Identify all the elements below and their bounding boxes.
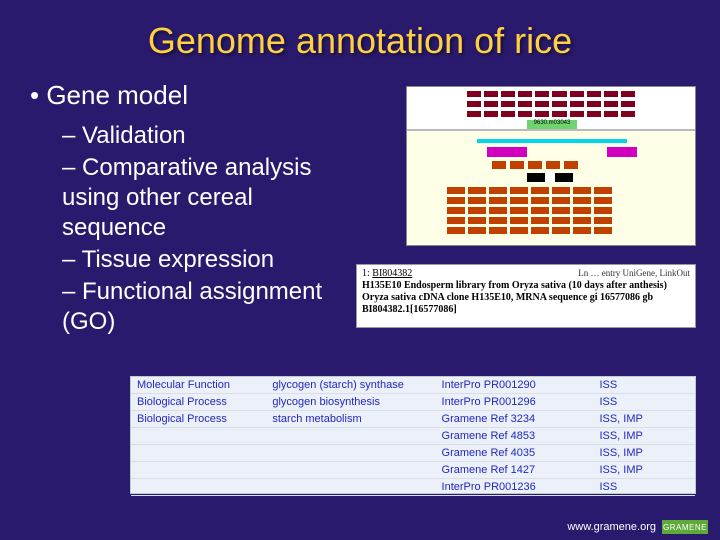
- unigene-record: 1: BI804382 Ln … entry UniGene, LinkOut …: [356, 264, 696, 328]
- genome-browser-figure: 9630.m03043: [406, 86, 696, 246]
- go-cell-category: [131, 428, 266, 445]
- track-est-grid: [447, 187, 655, 241]
- go-cell-ev: ISS, IMP: [593, 411, 695, 428]
- unigene-id-link[interactable]: BI804382: [372, 268, 412, 279]
- go-cell-category: Biological Process: [131, 394, 266, 411]
- go-cell-category: [131, 462, 266, 479]
- go-table-row: Biological Processglycogen biosynthesisI…: [131, 394, 695, 411]
- go-annotation-table: Molecular Functionglycogen (starch) synt…: [130, 376, 696, 494]
- go-cell-ref: Gramene Ref 4853: [436, 428, 594, 445]
- go-cell-term: [266, 479, 435, 496]
- footer-url: www.gramene.org: [567, 521, 656, 533]
- unigene-index: 1:: [362, 268, 370, 279]
- go-cell-term: [266, 462, 435, 479]
- go-cell-category: [131, 445, 266, 462]
- gramene-logo: GRAMENE: [662, 520, 708, 534]
- go-cell-category: [131, 479, 266, 496]
- go-cell-term: starch metabolism: [266, 411, 435, 428]
- unigene-description: H135E10 Endosperm library from Oryza sat…: [362, 280, 690, 316]
- gene-id-tag: 9630.m03043: [527, 120, 577, 129]
- go-table-row: InterPro PR001236ISS: [131, 479, 695, 496]
- track-magenta: [487, 147, 527, 157]
- go-cell-ev: ISS: [593, 394, 695, 411]
- track-exons: [492, 161, 578, 167]
- go-cell-ref: InterPro PR001290: [436, 377, 594, 394]
- go-table-row: Gramene Ref 4853ISS, IMP: [131, 428, 695, 445]
- sub-bullet: – Functional assignment (GO): [62, 277, 350, 337]
- go-table-row: Gramene Ref 4035ISS, IMP: [131, 445, 695, 462]
- go-table-row: Molecular Functionglycogen (starch) synt…: [131, 377, 695, 394]
- go-cell-term: [266, 428, 435, 445]
- go-cell-category: Molecular Function: [131, 377, 266, 394]
- track-cyan: [477, 139, 627, 143]
- go-cell-term: glycogen biosynthesis: [266, 394, 435, 411]
- go-cell-ref: InterPro PR001236: [436, 479, 594, 496]
- go-table-row: Biological Processstarch metabolismGrame…: [131, 411, 695, 428]
- track-bw: [527, 173, 573, 182]
- slide-title: Genome annotation of rice: [0, 0, 720, 80]
- sub-bullet: – Validation: [62, 121, 350, 151]
- track-magenta: [607, 147, 637, 157]
- go-cell-ref: Gramene Ref 1427: [436, 462, 594, 479]
- go-cell-ev: ISS: [593, 479, 695, 496]
- sub-bullet: – Tissue expression: [62, 245, 350, 275]
- go-cell-ev: ISS: [593, 377, 695, 394]
- go-cell-term: glycogen (starch) synthase: [266, 377, 435, 394]
- go-cell-ev: ISS, IMP: [593, 462, 695, 479]
- genome-fig-tracks: [407, 133, 695, 245]
- go-cell-ref: Gramene Ref 4035: [436, 445, 594, 462]
- sub-bullet-list: – Validation – Comparative analysis usin…: [30, 121, 350, 337]
- genome-fig-header: 9630.m03043: [407, 87, 695, 131]
- go-cell-ref: Gramene Ref 3234: [436, 411, 594, 428]
- footer: www.gramene.org GRAMENE: [567, 520, 708, 534]
- go-cell-ev: ISS, IMP: [593, 445, 695, 462]
- go-cell-term: [266, 445, 435, 462]
- go-table-row: Gramene Ref 1427ISS, IMP: [131, 462, 695, 479]
- go-cell-ev: ISS, IMP: [593, 428, 695, 445]
- go-cell-ref: InterPro PR001296: [436, 394, 594, 411]
- go-cell-category: Biological Process: [131, 411, 266, 428]
- sub-bullet: – Comparative analysis using other cerea…: [62, 153, 350, 243]
- unigene-links: Ln … entry UniGene, LinkOut: [578, 268, 690, 279]
